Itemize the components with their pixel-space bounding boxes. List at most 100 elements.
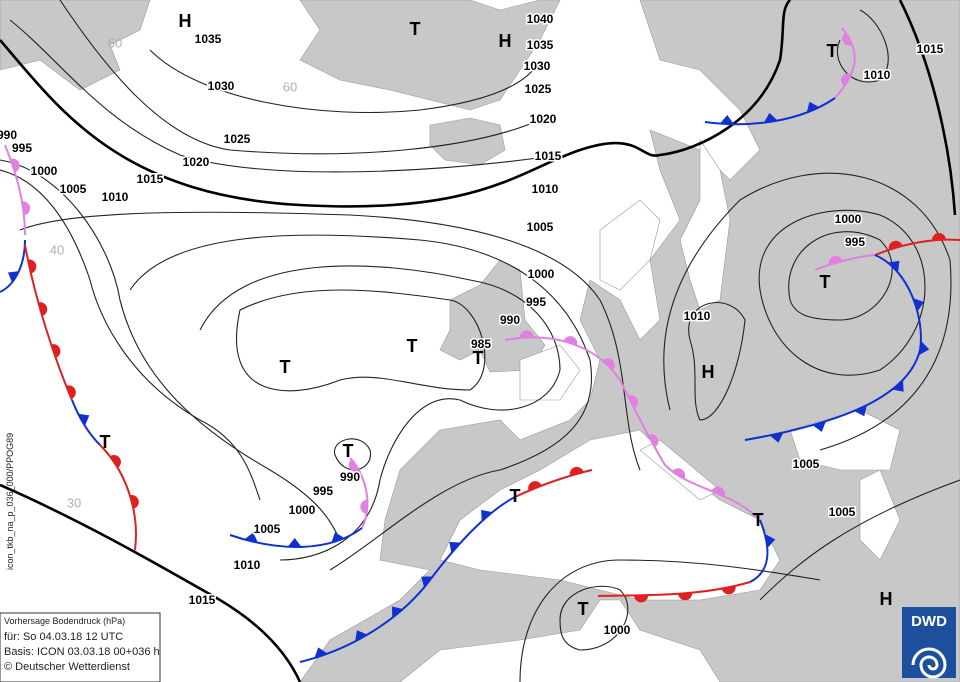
front-symbol xyxy=(244,532,258,543)
isobar-label: 1020 xyxy=(183,155,210,169)
front-symbol xyxy=(812,421,826,432)
front-symbol xyxy=(672,468,686,480)
pressure-center: T xyxy=(100,432,111,452)
front-symbol xyxy=(634,595,649,603)
isobar-label: 990 xyxy=(340,470,360,484)
isobar-label: 1000 xyxy=(31,164,58,178)
pressure-center: T xyxy=(343,441,354,461)
isobar-label: 995 xyxy=(12,141,32,155)
isobar-label: 1000 xyxy=(604,623,631,637)
pressure-center: T xyxy=(410,19,421,39)
front-symbol xyxy=(391,606,404,618)
isobar-label: 1040 xyxy=(527,12,554,26)
isobar-label: 1010 xyxy=(684,309,711,323)
front-symbol xyxy=(355,630,368,642)
front-symbol xyxy=(913,298,924,312)
warm-front xyxy=(99,444,137,551)
front-symbol xyxy=(854,405,867,417)
front-symbol xyxy=(287,537,302,548)
product-id: icon_tkb_na_p_036_000/PPOG89 xyxy=(5,433,15,570)
latitude-label: 30 xyxy=(67,495,81,510)
isobar-label: 1010 xyxy=(532,182,559,196)
occluded-front xyxy=(504,336,761,521)
pressure-center: T xyxy=(827,41,838,61)
front-symbol xyxy=(721,585,736,595)
isobar-label: 1010 xyxy=(864,68,891,82)
front-symbol xyxy=(563,336,578,346)
pressure-center: T xyxy=(820,272,831,292)
pressure-center: T xyxy=(407,336,418,356)
isobar-label: 1015 xyxy=(189,593,216,607)
cold-front xyxy=(749,519,769,583)
info-box-frame xyxy=(0,612,161,682)
isobar-label: 995 xyxy=(526,295,546,309)
isobar-label: 1015 xyxy=(917,42,944,56)
front-symbol xyxy=(449,541,461,554)
isobar-label: 1010 xyxy=(102,190,129,204)
front-symbol xyxy=(38,302,48,316)
latitude-label: 60 xyxy=(283,79,297,94)
isobar-label: 1005 xyxy=(254,522,281,536)
front-symbol xyxy=(66,385,76,399)
isobar-label: 995 xyxy=(313,484,333,498)
front-symbol xyxy=(481,509,493,522)
occluded-front xyxy=(814,254,876,271)
isobar-label: 1005 xyxy=(527,220,554,234)
isobar-label: 1015 xyxy=(535,149,562,163)
pressure-center: H xyxy=(880,589,893,609)
fronts xyxy=(0,27,960,663)
front-symbol xyxy=(27,259,37,274)
front-symbol xyxy=(110,454,121,468)
logo-text: DWD xyxy=(911,613,947,630)
front-symbol xyxy=(8,271,20,284)
front-symbol xyxy=(519,330,534,338)
front-symbol xyxy=(130,494,139,509)
latitude-labels: 60 60 40 30 xyxy=(50,35,297,510)
latitude-label: 40 xyxy=(50,242,64,257)
info-valid: für: So 04.03.18 12 UTC xyxy=(4,631,123,643)
isobar-label: 1010 xyxy=(234,558,261,572)
isobar-label: 1025 xyxy=(525,82,552,96)
front-symbol xyxy=(22,201,31,216)
warm-front xyxy=(514,469,593,498)
front-symbol xyxy=(602,358,615,371)
front-symbol xyxy=(77,413,90,426)
front-symbol xyxy=(51,344,61,358)
front-symbol xyxy=(919,341,930,356)
front-symbol xyxy=(360,499,368,514)
front-symbol xyxy=(769,432,784,443)
isobar-label: 1015 xyxy=(137,172,164,186)
isobar-label: 990 xyxy=(0,128,17,142)
isobar-label: 1000 xyxy=(528,267,555,281)
isobar-label: 1030 xyxy=(208,79,235,93)
pressure-labels: H1035TH104010351030102510201015101010051… xyxy=(0,11,945,639)
front-symbol xyxy=(892,380,904,392)
isobar-label: 1005 xyxy=(60,182,87,196)
front-symbol xyxy=(842,32,853,46)
front-symbol xyxy=(421,576,433,588)
front-symbol xyxy=(648,434,659,448)
front-symbol xyxy=(888,260,900,273)
front-symbol xyxy=(348,459,360,473)
isobar-label: 1035 xyxy=(527,38,554,52)
front-symbol xyxy=(627,395,639,409)
info-box: Vorhersage Bodendruck (hPa) für: So 04.0… xyxy=(0,612,161,682)
warm-front xyxy=(874,238,960,256)
isobar-label: 1000 xyxy=(835,212,862,226)
info-copyright: © Deutscher Wetterdienst xyxy=(4,661,130,673)
front-symbol xyxy=(888,240,903,250)
pressure-center: T xyxy=(510,486,521,506)
cold-front xyxy=(744,254,922,441)
front-symbol xyxy=(528,481,542,491)
pressure-center: T xyxy=(473,348,484,368)
pressure-center: T xyxy=(578,599,589,619)
front-symbol xyxy=(806,101,820,113)
isobar-label: 1035 xyxy=(195,32,222,46)
latitude-label: 60 xyxy=(108,35,122,50)
info-title: Vorhersage Bodendruck (hPa) xyxy=(4,616,125,626)
front-symbol xyxy=(10,158,20,173)
front-symbol xyxy=(331,532,345,543)
front-symbol xyxy=(763,112,778,123)
isobar-label: 1005 xyxy=(793,457,820,471)
front-symbol xyxy=(711,486,725,497)
